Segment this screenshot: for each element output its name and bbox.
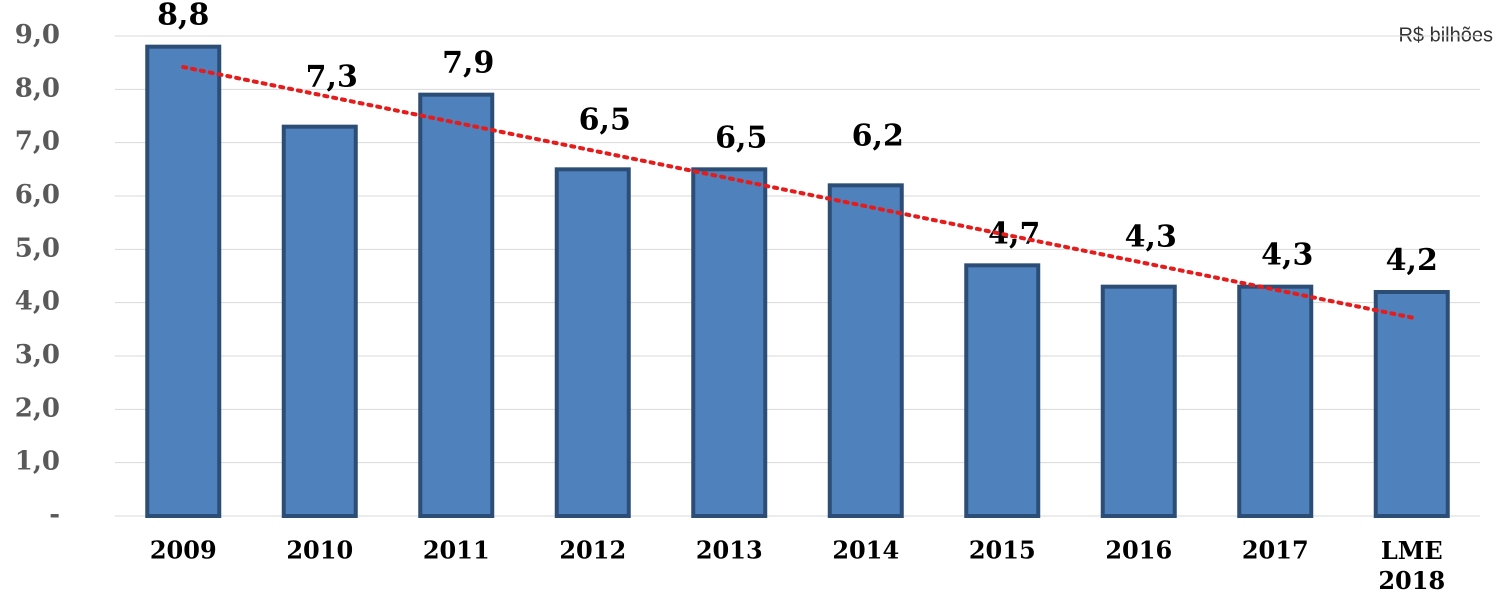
value-label: 4,2 [1386, 243, 1438, 278]
y-tick-label: 1,0 [15, 447, 60, 477]
x-tick-label: 2009 [150, 536, 217, 565]
value-label: 7,9 [442, 46, 494, 81]
bar [1100, 284, 1177, 518]
y-tick-label: - [49, 500, 60, 530]
bar [281, 124, 358, 519]
value-label: 6,2 [852, 118, 904, 153]
y-tick-label: 2,0 [15, 393, 60, 423]
x-tick-label: 2012 [559, 536, 626, 565]
value-label: 4,3 [1261, 238, 1313, 273]
bar [827, 183, 904, 518]
y-tick-label: 4,0 [15, 287, 60, 317]
y-tick-label: 3,0 [15, 340, 60, 370]
bar [1237, 284, 1314, 518]
y-tick-label: 8,0 [15, 73, 60, 103]
bar [418, 92, 495, 519]
y-tick-label: 6,0 [15, 180, 60, 210]
x-tick-label: 2013 [696, 536, 763, 565]
y-tick-label: 5,0 [15, 233, 60, 263]
value-label: 8,8 [157, 0, 209, 33]
y-tick-label: 7,0 [15, 127, 60, 157]
value-label: 6,5 [715, 120, 767, 155]
x-tick-label: 2014 [832, 536, 899, 565]
x-tick-label: 2015 [969, 536, 1036, 565]
value-label: 4,3 [1125, 220, 1177, 255]
bar [964, 263, 1041, 519]
value-label: 6,5 [579, 102, 631, 137]
bar [1373, 290, 1450, 518]
bar [554, 167, 631, 518]
x-tick-label: 2010 [286, 536, 353, 565]
value-label: 7,3 [306, 60, 358, 95]
x-tick-label: 2017 [1242, 536, 1309, 565]
bar [145, 44, 222, 519]
x-tick-label: 2016 [1105, 536, 1172, 565]
unit-annotation: R$ bilhões [1398, 24, 1493, 46]
trendline [181, 65, 1414, 320]
x-tick-label: LME 2018 [1378, 536, 1445, 595]
x-tick-label: 2011 [423, 536, 490, 565]
bar [691, 167, 768, 518]
y-tick-label: 9,0 [15, 20, 60, 50]
